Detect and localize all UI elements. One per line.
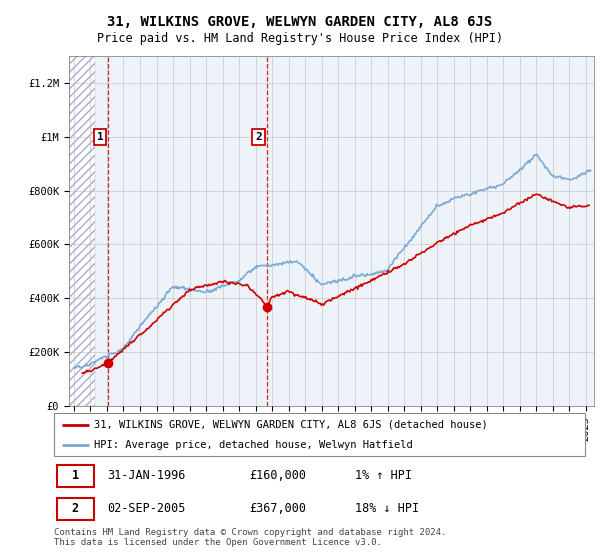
Text: 31, WILKINS GROVE, WELWYN GARDEN CITY, AL8 6JS: 31, WILKINS GROVE, WELWYN GARDEN CITY, A… [107,15,493,29]
Text: 18% ↓ HPI: 18% ↓ HPI [355,502,419,515]
Text: 31-JAN-1996: 31-JAN-1996 [107,469,185,482]
FancyBboxPatch shape [56,465,94,487]
Text: 2: 2 [255,132,262,142]
Text: 31, WILKINS GROVE, WELWYN GARDEN CITY, AL8 6JS (detached house): 31, WILKINS GROVE, WELWYN GARDEN CITY, A… [94,420,488,430]
Text: 1: 1 [71,469,79,482]
Text: Contains HM Land Registry data © Crown copyright and database right 2024.
This d: Contains HM Land Registry data © Crown c… [54,528,446,547]
Text: 1: 1 [97,132,103,142]
Bar [69,56,95,406]
Text: 2: 2 [71,502,79,515]
Text: 1% ↑ HPI: 1% ↑ HPI [355,469,412,482]
Text: 02-SEP-2005: 02-SEP-2005 [107,502,185,515]
Text: Price paid vs. HM Land Registry's House Price Index (HPI): Price paid vs. HM Land Registry's House … [97,32,503,45]
Bar [95,56,594,406]
FancyBboxPatch shape [56,498,94,520]
Text: HPI: Average price, detached house, Welwyn Hatfield: HPI: Average price, detached house, Welw… [94,441,413,450]
Text: £160,000: £160,000 [250,469,307,482]
Text: £367,000: £367,000 [250,502,307,515]
